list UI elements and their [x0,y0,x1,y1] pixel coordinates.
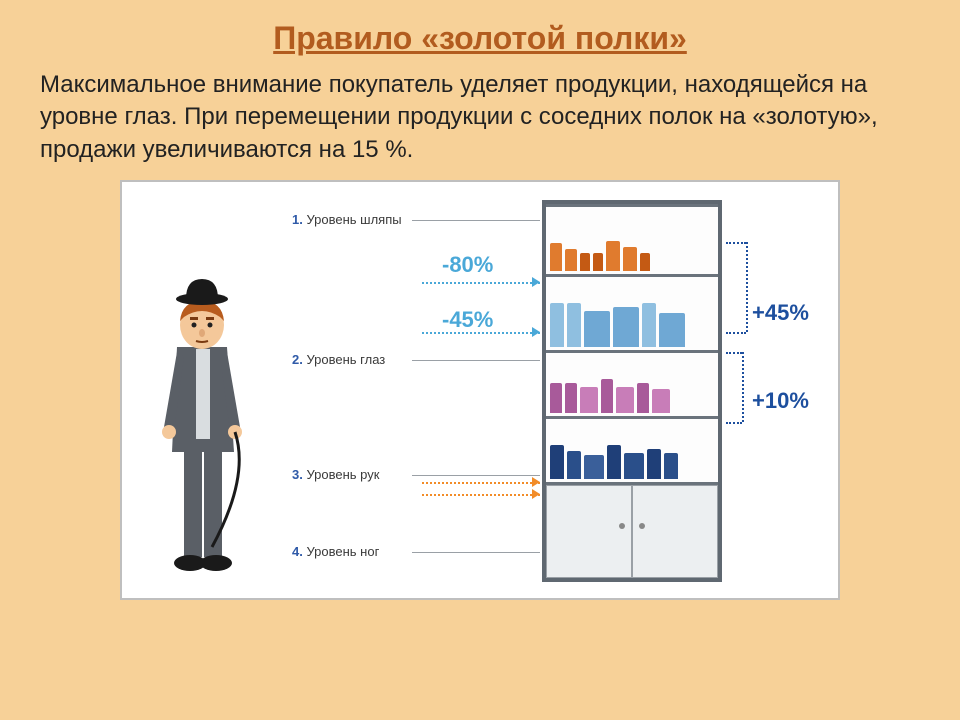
level-label: 3. Уровень рук [292,467,379,482]
product-item [637,383,649,413]
product-item [601,379,613,413]
product-item [659,313,685,347]
percent-negative: -80% [442,252,493,278]
level-label: 1. Уровень шляпы [292,212,402,227]
product-item [550,383,562,413]
diagram-canvas: 1. Уровень шляпы 2. Уровень глаз 3. Уровен… [120,180,840,600]
slide-title: Правило «золотой полки» [40,20,920,57]
person-figure [142,277,262,572]
product-item [580,387,598,413]
slide: Правило «золотой полки» Максимальное вни… [0,0,960,720]
product-item [647,449,661,479]
product-item [624,453,644,479]
product-item [565,249,577,271]
product-item [606,241,620,271]
shelf-row [546,350,718,416]
product-item [550,243,562,271]
product-item [623,247,637,271]
product-item [652,389,670,413]
shelf-row [546,204,718,274]
product-item [642,303,656,347]
percent-negative: -45% [442,307,493,333]
product-item [607,445,621,479]
level-label: 2. Уровень глаз [292,352,385,367]
slide-subtitle: Максимальное внимание покупатель уделяет… [40,69,920,166]
product-item [664,453,678,479]
percent-positive: +45% [752,300,809,326]
shelf-row [546,274,718,350]
product-item [565,383,577,413]
product-item [584,311,610,347]
shelf-row [546,416,718,482]
product-item [584,455,604,479]
product-item [613,307,639,347]
product-item [616,387,634,413]
level-label: 4. Уровень ног [292,544,379,559]
product-item [580,253,590,271]
cabinet-doors [546,482,718,578]
product-item [593,253,603,271]
product-item [567,451,581,479]
percent-positive: +10% [752,388,809,414]
product-item [640,253,650,271]
product-item [550,303,564,347]
product-item [567,303,581,347]
shelf-unit [542,200,722,582]
product-item [550,445,564,479]
